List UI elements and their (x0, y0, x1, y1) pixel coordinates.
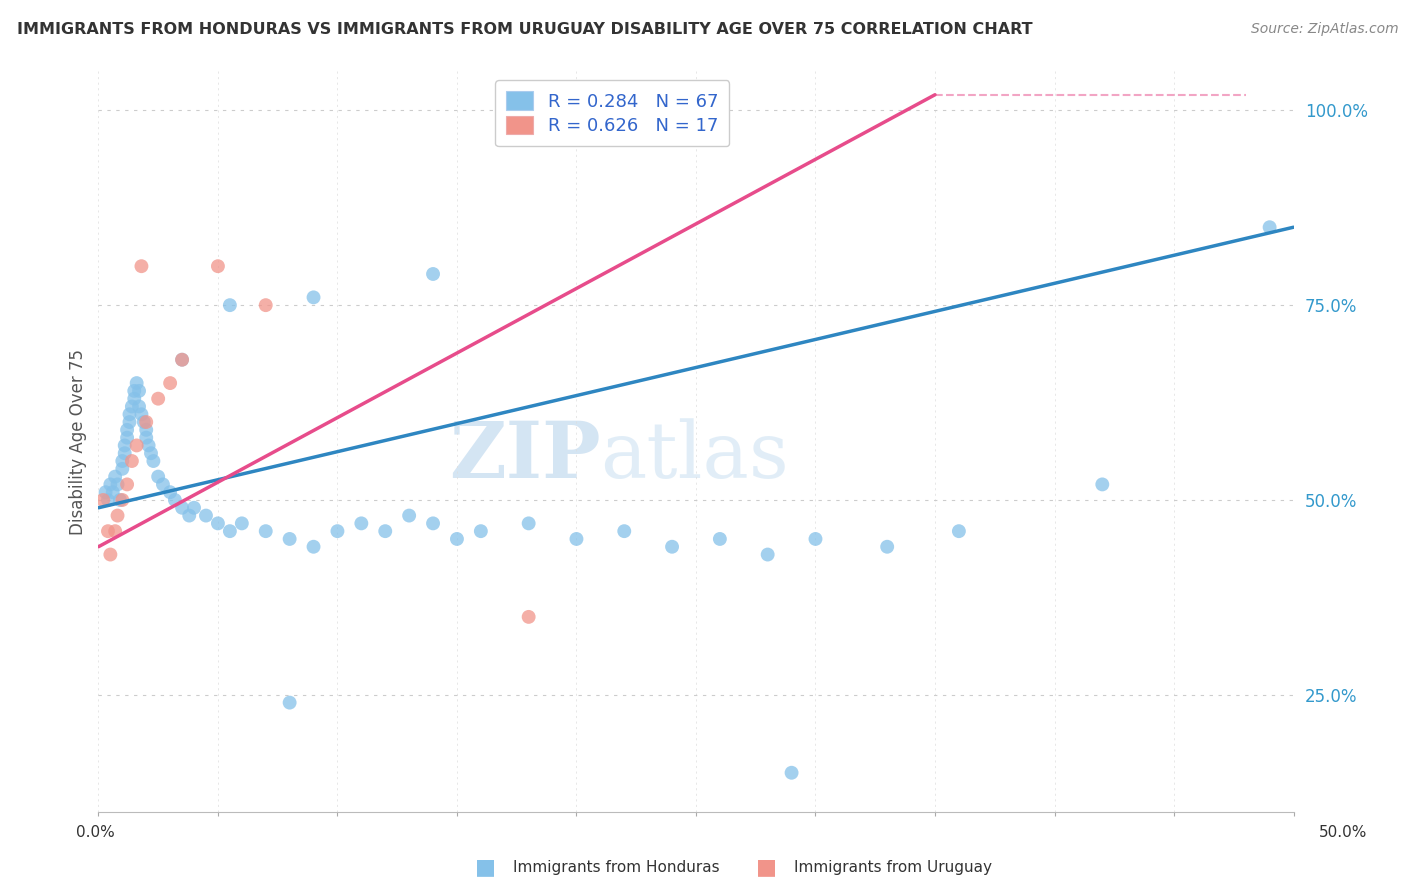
Immigrants from Honduras (97, 493, 120, 508)
Immigrants from Honduras (613, 524, 636, 538)
Immigrants from Honduras (107, 477, 129, 491)
Immigrants from Honduras (148, 469, 170, 483)
Immigrants from Honduras (125, 376, 148, 390)
Immigrants from Honduras (138, 438, 160, 452)
Immigrants from Uruguay (98, 548, 122, 562)
Immigrants from Honduras (207, 516, 229, 531)
Immigrants from Honduras (114, 438, 136, 452)
Y-axis label: Disability Age Over 75: Disability Age Over 75 (69, 349, 87, 534)
Immigrants from Uruguay (104, 524, 127, 538)
Immigrants from Honduras (876, 540, 898, 554)
Immigrants from Honduras (114, 446, 136, 460)
Immigrants from Uruguay (115, 477, 138, 491)
Immigrants from Honduras (804, 532, 827, 546)
Immigrants from Honduras (374, 524, 396, 538)
Immigrants from Honduras (104, 469, 127, 483)
Immigrants from Honduras (231, 516, 253, 531)
Immigrants from Uruguay (131, 259, 153, 273)
Immigrants from Honduras (128, 400, 150, 414)
Immigrants from Honduras (1258, 220, 1281, 235)
Immigrants from Honduras (159, 485, 181, 500)
Immigrants from Honduras (709, 532, 731, 546)
Immigrants from Honduras (139, 446, 162, 460)
Immigrants from Honduras (142, 454, 165, 468)
Immigrants from Honduras (302, 540, 325, 554)
Immigrants from Uruguay (107, 508, 129, 523)
Text: ZIP: ZIP (449, 418, 600, 494)
Immigrants from Honduras (115, 423, 138, 437)
Immigrants from Honduras (278, 532, 301, 546)
Immigrants from Honduras (422, 267, 444, 281)
Immigrants from Uruguay (172, 352, 194, 367)
Immigrants from Uruguay (135, 415, 157, 429)
Immigrants from Honduras (302, 290, 325, 304)
Immigrants from Uruguay (91, 493, 114, 508)
Immigrants from Honduras (152, 477, 174, 491)
Immigrants from Honduras (219, 298, 242, 312)
Text: atlas: atlas (600, 418, 789, 494)
Text: 0.0%: 0.0% (76, 825, 115, 839)
Immigrants from Honduras (517, 516, 540, 531)
Immigrants from Honduras (132, 415, 155, 429)
Immigrants from Honduras (121, 400, 143, 414)
Immigrants from Honduras (98, 477, 122, 491)
Immigrants from Honduras (101, 485, 124, 500)
Text: Source: ZipAtlas.com: Source: ZipAtlas.com (1251, 22, 1399, 37)
Text: Immigrants from Honduras: Immigrants from Honduras (513, 860, 720, 874)
Immigrants from Honduras (756, 548, 779, 562)
Immigrants from Honduras (135, 423, 157, 437)
Immigrants from Honduras (108, 493, 131, 508)
Immigrants from Honduras (94, 485, 117, 500)
Immigrants from Honduras (422, 516, 444, 531)
Immigrants from Honduras (135, 431, 157, 445)
Immigrants from Honduras (565, 532, 588, 546)
Immigrants from Honduras (111, 454, 134, 468)
Immigrants from Honduras (183, 500, 205, 515)
Immigrants from Honduras (661, 540, 683, 554)
Immigrants from Honduras (172, 352, 194, 367)
Immigrants from Uruguay (159, 376, 181, 390)
Immigrants from Honduras (948, 524, 970, 538)
Immigrants from Honduras (131, 407, 153, 421)
Immigrants from Honduras (124, 392, 146, 406)
Immigrants from Honduras (780, 765, 803, 780)
Immigrants from Uruguay (97, 524, 120, 538)
Legend: R = 0.284   N = 67, R = 0.626   N = 17: R = 0.284 N = 67, R = 0.626 N = 17 (495, 80, 730, 146)
Immigrants from Honduras (195, 508, 218, 523)
Immigrants from Uruguay (148, 392, 170, 406)
Immigrants from Honduras (115, 431, 138, 445)
Immigrants from Honduras (350, 516, 373, 531)
Immigrants from Honduras (118, 415, 141, 429)
Immigrants from Honduras (172, 500, 194, 515)
Immigrants from Honduras (128, 384, 150, 398)
Immigrants from Honduras (179, 508, 201, 523)
Immigrants from Honduras (163, 493, 186, 508)
Text: 50.0%: 50.0% (1319, 825, 1367, 839)
Immigrants from Honduras (118, 407, 141, 421)
Immigrants from Honduras (446, 532, 468, 546)
Text: ■: ■ (756, 857, 776, 877)
Immigrants from Uruguay (254, 298, 277, 312)
Immigrants from Uruguay (111, 493, 134, 508)
Immigrants from Uruguay (517, 610, 540, 624)
Text: ■: ■ (475, 857, 495, 877)
Text: IMMIGRANTS FROM HONDURAS VS IMMIGRANTS FROM URUGUAY DISABILITY AGE OVER 75 CORRE: IMMIGRANTS FROM HONDURAS VS IMMIGRANTS F… (17, 22, 1032, 37)
Immigrants from Honduras (470, 524, 492, 538)
Immigrants from Uruguay (207, 259, 229, 273)
Immigrants from Honduras (278, 696, 301, 710)
Immigrants from Honduras (124, 384, 146, 398)
Immigrants from Honduras (254, 524, 277, 538)
Text: Immigrants from Uruguay: Immigrants from Uruguay (794, 860, 993, 874)
Immigrants from Honduras (398, 508, 420, 523)
Immigrants from Uruguay (125, 438, 148, 452)
Immigrants from Honduras (111, 462, 134, 476)
Immigrants from Uruguay (121, 454, 143, 468)
Immigrants from Honduras (219, 524, 242, 538)
Immigrants from Honduras (326, 524, 349, 538)
Immigrants from Honduras (1091, 477, 1114, 491)
